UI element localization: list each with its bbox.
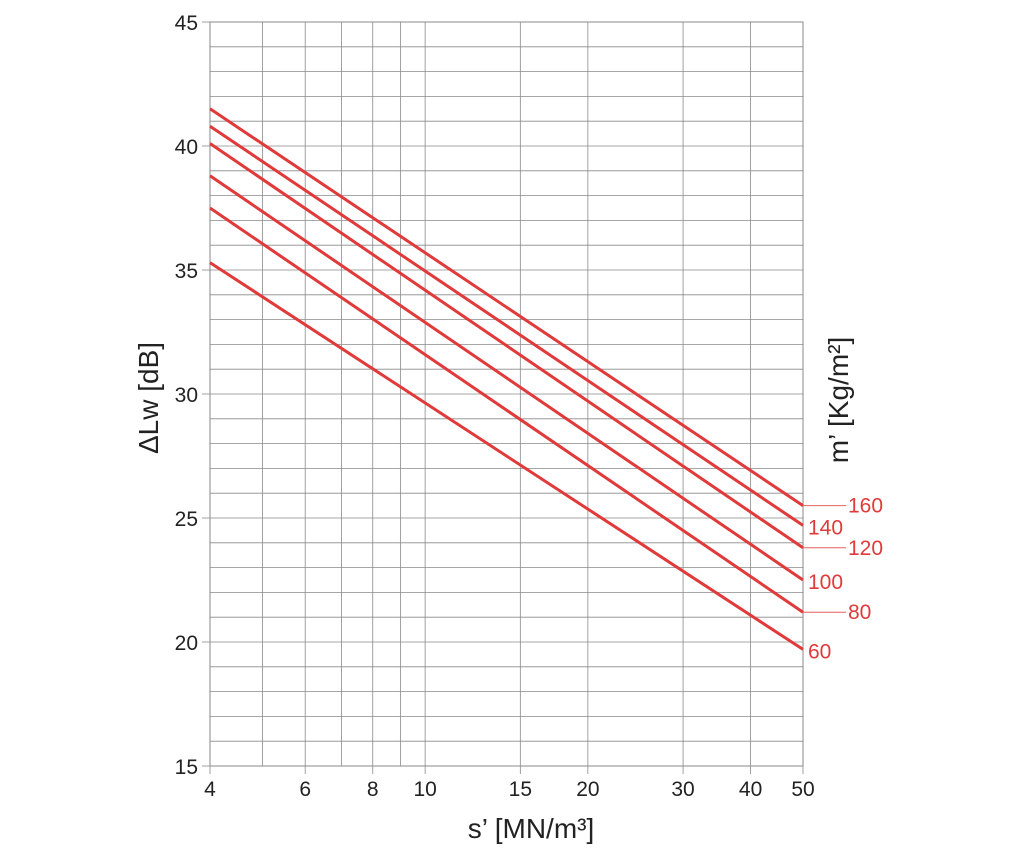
y-tick-label: 30 — [175, 384, 198, 407]
x-tick-label: 50 — [791, 778, 814, 801]
series-label-60: 60 — [808, 640, 831, 663]
series-label-140: 140 — [808, 516, 843, 539]
series-line-140 — [209, 124, 804, 527]
series-label-120: 120 — [848, 537, 883, 560]
x-axis-ticks: 4 6 8 10 15 20 30 40 50 — [204, 766, 815, 801]
y-tick-label: 45 — [175, 12, 198, 35]
x-tick-label: 6 — [299, 778, 311, 801]
legend-title: m’ [Kg/m²] — [823, 337, 854, 464]
y-tick-label: 25 — [175, 508, 198, 531]
series-label-100: 100 — [808, 571, 843, 594]
series-line-80 — [209, 206, 804, 614]
x-tick-label: 10 — [413, 778, 436, 801]
grid — [209, 21, 804, 767]
series-label-160: 160 — [848, 495, 883, 518]
y-tick-label: 20 — [175, 632, 198, 655]
x-tick-label: 20 — [576, 778, 599, 801]
series-lines — [209, 107, 804, 651]
x-axis-title: s’ [MN/m³] — [468, 813, 595, 844]
x-tick-label: 8 — [367, 778, 379, 801]
y-axis-ticks: 15 20 25 30 35 40 45 — [175, 12, 210, 779]
x-tick-label: 40 — [739, 778, 762, 801]
y-tick-label: 35 — [175, 260, 198, 283]
y-tick-label: 15 — [175, 756, 198, 779]
series-line-100 — [209, 174, 804, 582]
series-line-160 — [209, 107, 804, 507]
x-tick-label: 30 — [671, 778, 694, 801]
series-line-120 — [209, 142, 804, 550]
series-line-60 — [209, 261, 804, 651]
x-tick-label: 15 — [509, 778, 532, 801]
y-axis-title: ΔLw [dB] — [133, 342, 164, 454]
series-label-80: 80 — [848, 601, 871, 624]
x-tick-label: 4 — [204, 778, 216, 801]
y-tick-label: 40 — [175, 136, 198, 159]
